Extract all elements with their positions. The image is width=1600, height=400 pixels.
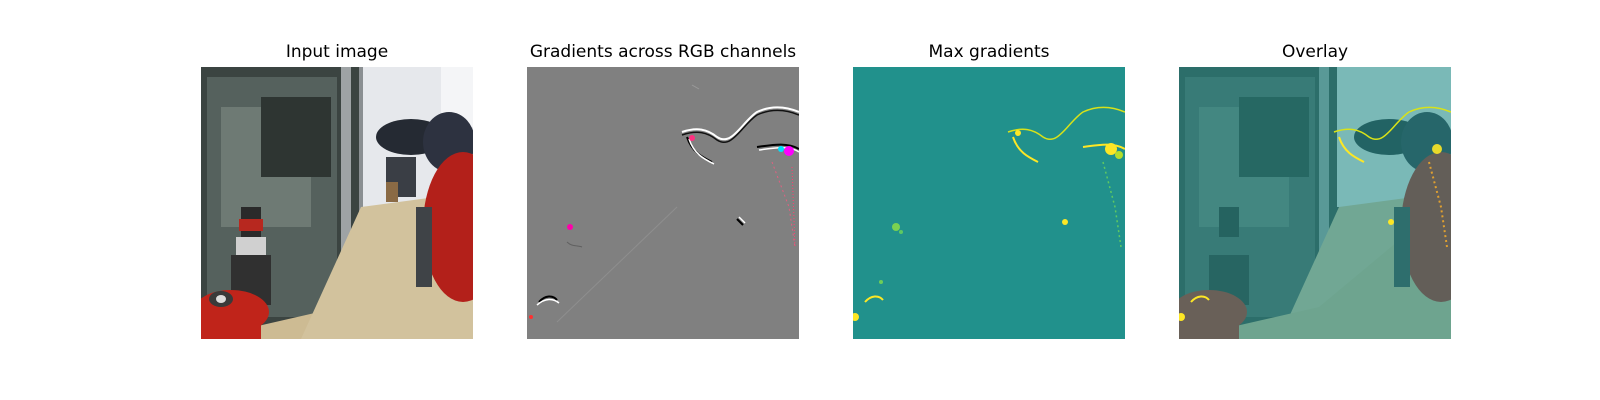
panel-title: Gradients across RGB channels	[529, 42, 797, 62]
overlay-image	[1179, 67, 1451, 339]
panel-title: Overlay	[1281, 42, 1349, 62]
max-gradient-image	[853, 67, 1125, 339]
panel-rgb-gradients: Gradients across RGB channels	[527, 0, 799, 400]
panel-max-gradients: Max gradients	[853, 0, 1125, 400]
rgb-gradient-image	[527, 67, 799, 339]
input-image	[201, 67, 473, 339]
panel-title: Input image	[285, 42, 389, 62]
panel-input-image: Input image	[201, 0, 473, 400]
panel-title: Max gradients	[928, 42, 1050, 62]
panel-overlay: Overlay	[1179, 0, 1451, 400]
